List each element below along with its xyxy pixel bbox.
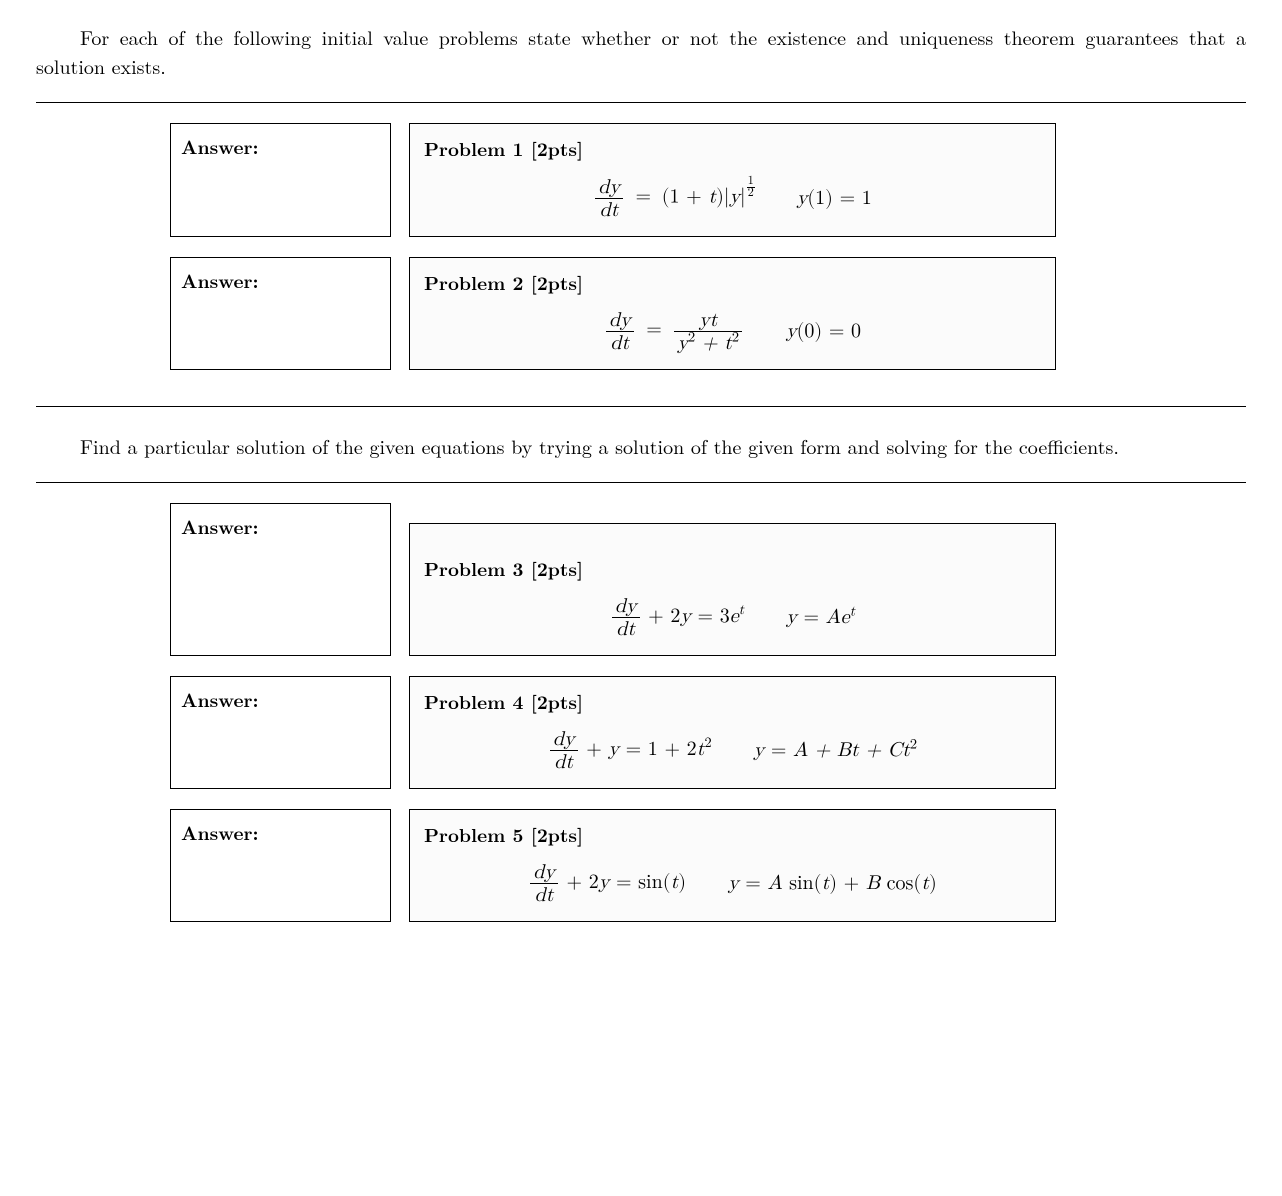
section1-intro-text: For each of the following initial value …	[36, 22, 1246, 80]
answer-label: Answer:	[181, 266, 259, 294]
answer-label: Answer:	[181, 512, 259, 540]
p4-den: dt	[550, 751, 578, 772]
problem-1-title: Problem 1 [2pts]	[424, 134, 1041, 162]
problem-4-equation: dydt + y = 1 + 2t2 y = A + Bt + Ct2	[424, 729, 1041, 772]
section2-intro: Find a particular solution of the given …	[36, 431, 1246, 460]
answer-box-3: Answer:	[170, 503, 391, 656]
p3-den: dt	[612, 618, 640, 639]
p4-num: dy	[550, 729, 578, 751]
problem-box-2: Problem 2 [2pts] dydt = yty2 + t2 y(0) =…	[409, 257, 1056, 370]
p1-exp-d: 2	[747, 188, 755, 199]
p1-exp-n: 1	[747, 176, 755, 188]
answer-label: Answer:	[181, 818, 259, 846]
page: For each of the following initial value …	[0, 0, 1282, 974]
problem-5-equation: dydt + 2y = sin(t) y = A sin(t) + B cos(…	[424, 862, 1041, 905]
p1-den: dt	[595, 199, 623, 220]
answer-label: Answer:	[181, 132, 259, 160]
problem-box-4: Problem 4 [2pts] dydt + y = 1 + 2t2 y = …	[409, 676, 1056, 789]
problem-3-title: Problem 3 [2pts]	[424, 554, 1041, 582]
p1-num: dy	[595, 177, 623, 199]
p3-exp: t	[739, 602, 745, 617]
problem-1-equation: dydt = (1 + t)|y|12 y(1) = 1	[424, 176, 1041, 220]
answer-box-2: Answer:	[170, 257, 391, 370]
problem-2-title: Problem 2 [2pts]	[424, 268, 1041, 296]
problem-box-5: Problem 5 [2pts] dydt + 2y = sin(t) y = …	[409, 809, 1056, 922]
problem-row-1: Answer: Problem 1 [2pts] dydt = (1 + t)|…	[170, 123, 1056, 237]
answer-box-1: Answer:	[170, 123, 391, 237]
problem-box-3: Problem 3 [2pts] dydt + 2y = 3et y = Aet	[409, 523, 1056, 656]
problem-row-5: Answer: Problem 5 [2pts] dydt + 2y = sin…	[170, 809, 1056, 922]
p2-num: dy	[606, 310, 634, 332]
problem-row-4: Answer: Problem 4 [2pts] dydt + y = 1 + …	[170, 676, 1056, 789]
problem-4-title: Problem 4 [2pts]	[424, 687, 1041, 715]
problem-2-equation: dydt = yty2 + t2 y(0) = 0	[424, 310, 1041, 353]
answer-label: Answer:	[181, 685, 259, 713]
p2-den: dt	[606, 332, 634, 353]
p5-den: dt	[530, 884, 558, 905]
problem-row-2: Answer: Problem 2 [2pts] dydt = yty2 + t…	[170, 257, 1056, 370]
problem-box-1: Problem 1 [2pts] dydt = (1 + t)|y|12 y(1…	[409, 123, 1056, 237]
problem-5-title: Problem 5 [2pts]	[424, 820, 1041, 848]
problem-row-3: Answer: Problem 3 [2pts] dydt + 2y = 3et…	[170, 503, 1056, 656]
rule-3	[36, 482, 1246, 483]
p3-form-exp: t	[850, 603, 856, 618]
section2-intro-text: Find a particular solution of the given …	[80, 431, 1119, 460]
answer-box-5: Answer:	[170, 809, 391, 922]
p3-num: dy	[612, 596, 640, 618]
p5-num: dy	[530, 862, 558, 884]
rule-2	[36, 406, 1246, 407]
answer-box-4: Answer:	[170, 676, 391, 789]
section1-intro: For each of the following initial value …	[36, 22, 1246, 80]
rule-1	[36, 102, 1246, 103]
problem-3-equation: dydt + 2y = 3et y = Aet	[424, 596, 1041, 639]
